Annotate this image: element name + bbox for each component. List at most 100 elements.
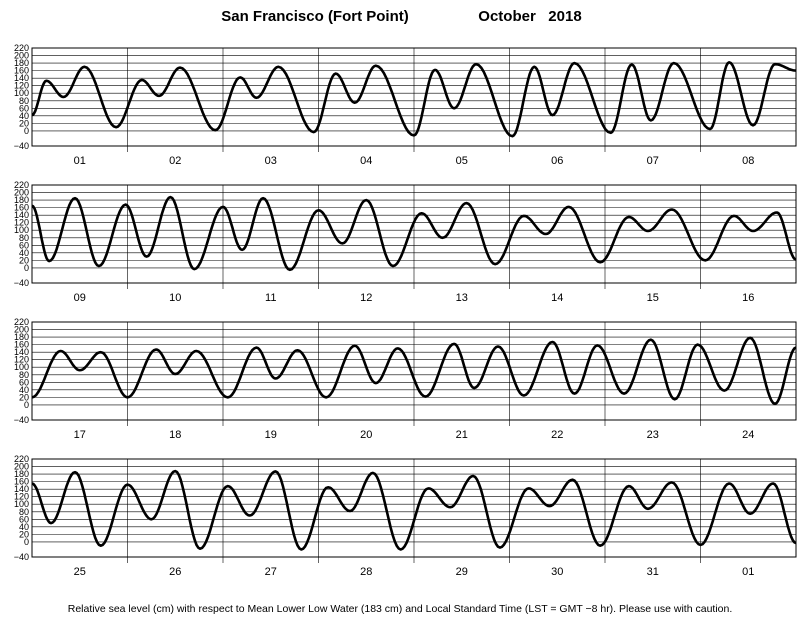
plot-frame bbox=[31, 47, 797, 147]
day-label: 28 bbox=[360, 566, 372, 578]
y-tick-label: 20 bbox=[19, 392, 29, 402]
day-label: 26 bbox=[169, 566, 181, 578]
y-tick-label: 220 bbox=[14, 180, 29, 190]
y-tick-label: 180 bbox=[14, 195, 29, 205]
y-tick-label: 220 bbox=[14, 317, 29, 327]
chart-title-period: October 2018 bbox=[478, 8, 581, 25]
day-label: 23 bbox=[647, 429, 659, 441]
chart-footnote: Relative sea level (cm) with respect to … bbox=[68, 603, 733, 615]
tide-curve bbox=[31, 469, 797, 551]
y-tick-label: 120 bbox=[14, 81, 29, 91]
day-label: 04 bbox=[360, 155, 372, 167]
day-label: 09 bbox=[74, 292, 86, 304]
plot-frame bbox=[31, 184, 797, 284]
y-tick-label: −40 bbox=[14, 552, 29, 562]
y-tick-label: 60 bbox=[19, 103, 29, 113]
day-label: 15 bbox=[647, 292, 659, 304]
y-tick-label: 160 bbox=[14, 477, 29, 487]
y-tick-label: 100 bbox=[14, 225, 29, 235]
y-tick-label: 80 bbox=[19, 507, 29, 517]
plot-frame bbox=[31, 458, 797, 558]
day-label: 12 bbox=[360, 292, 372, 304]
y-tick-label: 140 bbox=[14, 347, 29, 357]
y-tick-label: 20 bbox=[19, 255, 29, 265]
day-label: 16 bbox=[742, 292, 754, 304]
y-tick-label: 20 bbox=[19, 118, 29, 128]
y-tick-label: 0 bbox=[24, 126, 29, 136]
y-tick-label: 200 bbox=[14, 51, 29, 61]
y-tick-label: 40 bbox=[19, 248, 29, 258]
y-tick-label: 100 bbox=[14, 362, 29, 372]
y-tick-label: 220 bbox=[14, 454, 29, 464]
y-tick-label: 200 bbox=[14, 325, 29, 335]
y-tick-label: 40 bbox=[19, 111, 29, 121]
y-tick-label: 80 bbox=[19, 233, 29, 243]
y-tick-label: 180 bbox=[14, 58, 29, 68]
y-tick-label: 200 bbox=[14, 188, 29, 198]
day-label: 27 bbox=[265, 566, 277, 578]
day-label: 22 bbox=[551, 429, 563, 441]
y-tick-label: 140 bbox=[14, 484, 29, 494]
y-tick-label: 100 bbox=[14, 499, 29, 509]
day-label: 11 bbox=[265, 292, 276, 304]
y-tick-label: 180 bbox=[14, 469, 29, 479]
y-tick-label: 0 bbox=[24, 263, 29, 273]
y-tick-label: −40 bbox=[14, 141, 29, 151]
y-tick-label: 40 bbox=[19, 522, 29, 532]
day-label: 08 bbox=[742, 155, 754, 167]
tide-curve bbox=[31, 336, 797, 406]
day-label: 13 bbox=[456, 292, 468, 304]
y-tick-label: 60 bbox=[19, 240, 29, 250]
day-label: 07 bbox=[647, 155, 659, 167]
tide-curve bbox=[31, 195, 797, 272]
y-tick-label: 0 bbox=[24, 537, 29, 547]
y-tick-label: 40 bbox=[19, 385, 29, 395]
y-tick-label: 140 bbox=[14, 210, 29, 220]
y-tick-label: −40 bbox=[14, 278, 29, 288]
day-label: 21 bbox=[456, 429, 468, 441]
day-label: 17 bbox=[74, 429, 86, 441]
day-label: 14 bbox=[551, 292, 563, 304]
y-tick-label: 60 bbox=[19, 377, 29, 387]
day-label: 18 bbox=[169, 429, 181, 441]
y-tick-label: 120 bbox=[14, 355, 29, 365]
y-tick-label: −40 bbox=[14, 415, 29, 425]
y-tick-label: 160 bbox=[14, 66, 29, 76]
day-label: 10 bbox=[169, 292, 181, 304]
y-tick-label: 80 bbox=[19, 370, 29, 380]
y-tick-label: 120 bbox=[14, 218, 29, 228]
y-tick-label: 200 bbox=[14, 462, 29, 472]
day-label: 25 bbox=[74, 566, 86, 578]
y-tick-label: 220 bbox=[14, 43, 29, 53]
day-label: 02 bbox=[169, 155, 181, 167]
day-label: 05 bbox=[456, 155, 468, 167]
y-tick-label: 160 bbox=[14, 340, 29, 350]
day-label: 19 bbox=[265, 429, 277, 441]
day-label: 20 bbox=[360, 429, 372, 441]
day-label: 24 bbox=[742, 429, 754, 441]
plot-frame bbox=[31, 321, 797, 421]
y-tick-label: 120 bbox=[14, 492, 29, 502]
y-tick-label: 140 bbox=[14, 73, 29, 83]
y-tick-label: 180 bbox=[14, 332, 29, 342]
day-label: 31 bbox=[647, 566, 659, 578]
day-label: 30 bbox=[551, 566, 563, 578]
day-label: 06 bbox=[551, 155, 563, 167]
y-tick-label: 160 bbox=[14, 203, 29, 213]
day-label: 01 bbox=[74, 155, 86, 167]
day-label: 29 bbox=[456, 566, 468, 578]
day-label: 03 bbox=[265, 155, 277, 167]
y-tick-label: 100 bbox=[14, 88, 29, 98]
tide-curve bbox=[31, 61, 797, 138]
y-tick-label: 20 bbox=[19, 529, 29, 539]
day-label: 01 bbox=[742, 566, 754, 578]
y-tick-label: 60 bbox=[19, 514, 29, 524]
chart-title-station: San Francisco (Fort Point) bbox=[221, 8, 409, 25]
y-tick-label: 80 bbox=[19, 96, 29, 106]
